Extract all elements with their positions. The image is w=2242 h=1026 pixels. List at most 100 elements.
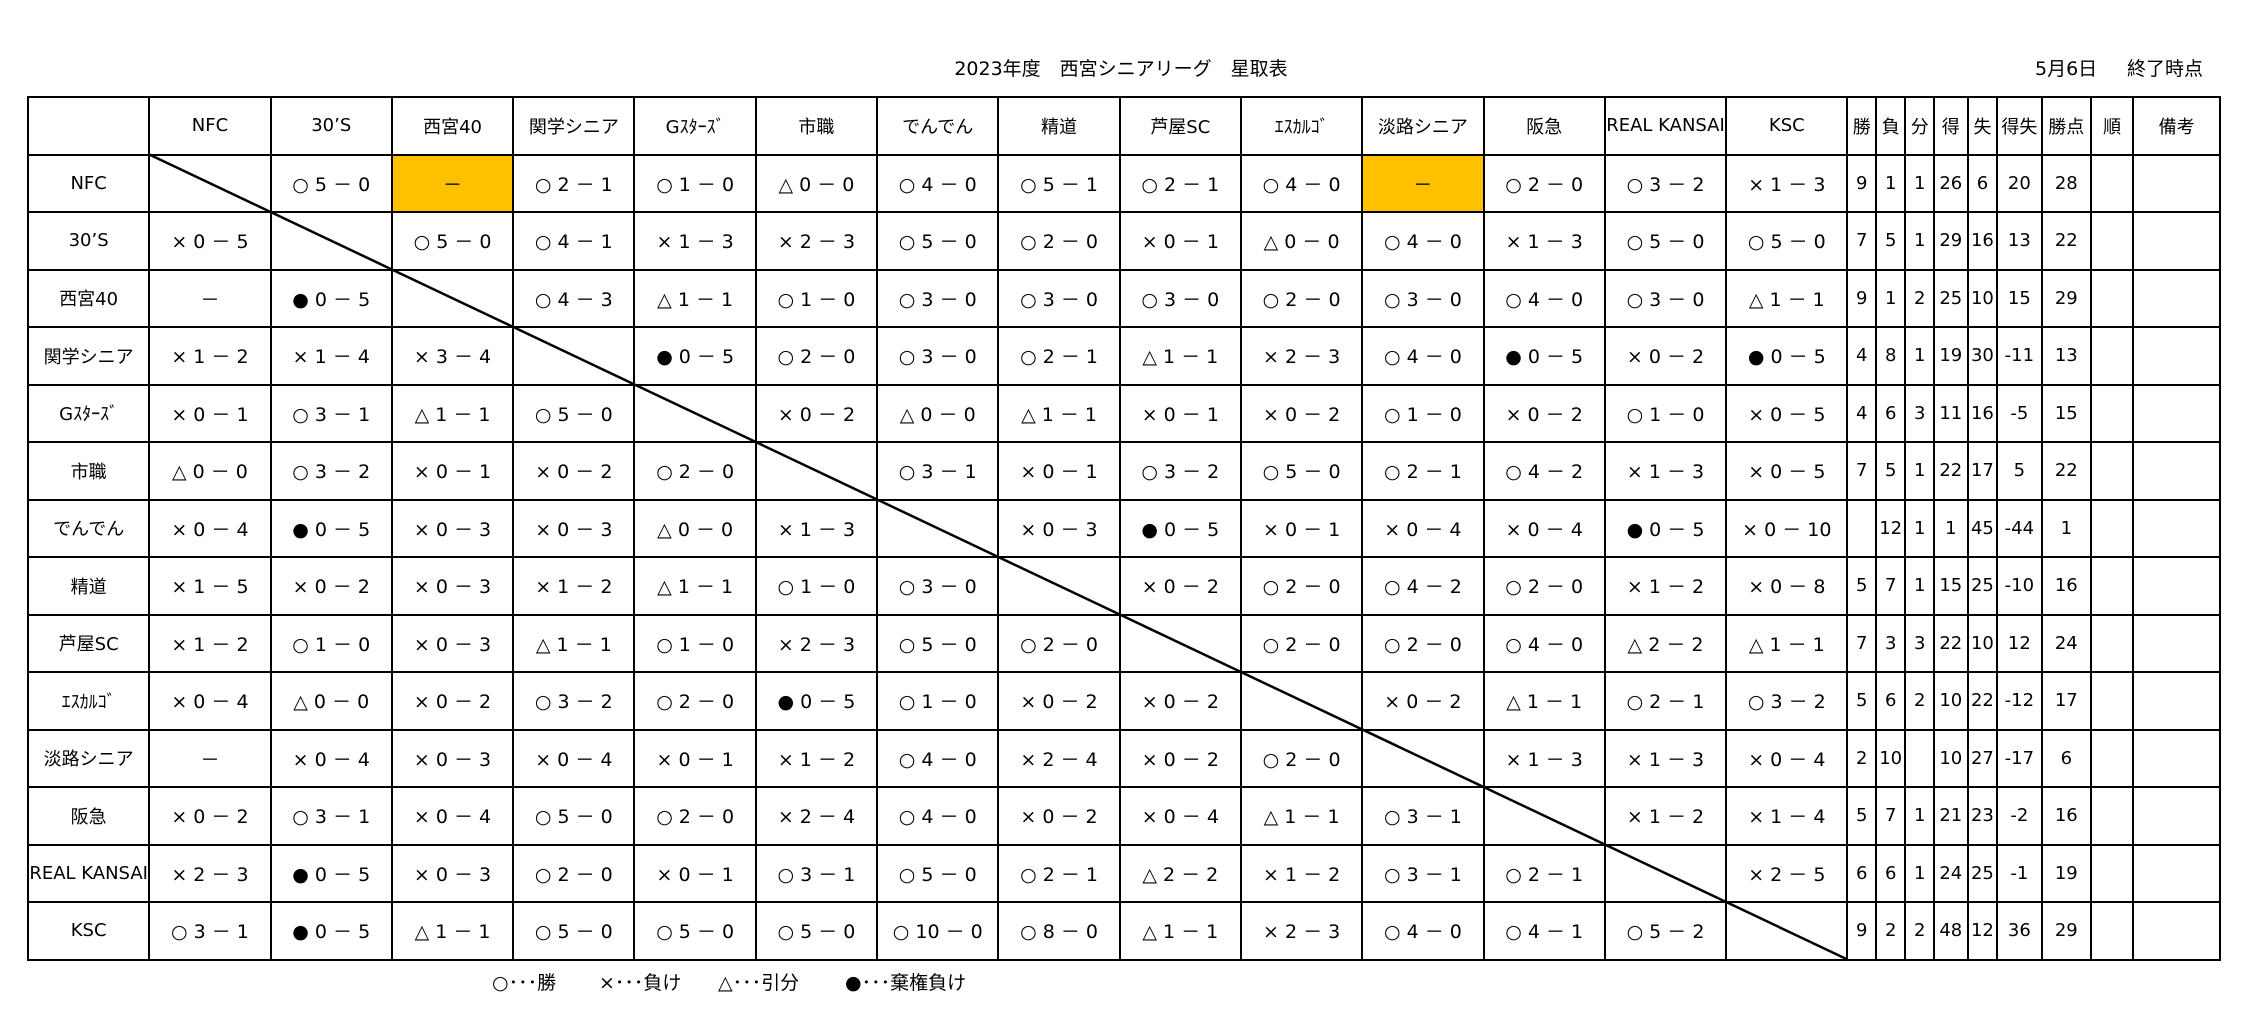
stat-cell: 5: [1874, 441, 1907, 501]
result-cell: △ 1 － 1: [390, 901, 515, 961]
result-cell: ○ 2 － 0: [633, 671, 757, 731]
result-cell: ○ 4 － 0: [1239, 153, 1364, 213]
stat-cell: [2132, 843, 2221, 903]
stat-cell: 2: [1904, 901, 1935, 961]
result-cell: △ 1 － 1: [1239, 786, 1364, 846]
result-cell: ○ 3 － 0: [1361, 268, 1485, 328]
stat-cell: [2132, 786, 2221, 846]
result-cell: × 2 － 4: [997, 728, 1121, 788]
result-cell: × 0 － 2: [997, 786, 1121, 846]
stat-header: 得: [1932, 96, 1969, 156]
stat-cell: 1: [1904, 153, 1935, 213]
result-cell: －: [148, 728, 272, 788]
team-header: KSC: [1725, 96, 1849, 156]
stat-cell: 5: [1996, 441, 2043, 501]
result-cell: × 0 － 1: [390, 441, 515, 501]
stat-cell: 6: [1846, 843, 1877, 903]
result-cell: ○ 3 － 2: [1603, 153, 1728, 213]
stat-cell: 3: [1904, 383, 1935, 443]
result-cell: ○ 3 － 0: [1118, 268, 1242, 328]
result-cell: ○ 5 － 0: [754, 901, 879, 961]
result-cell: ○ 3 － 0: [876, 268, 1000, 328]
team-header: NFC: [148, 96, 272, 156]
table-row: 芦屋SC × 1 － 2 ○ 1 － 0 × 0 － 3 △ 1 － 1 ○ 1 － 0 ×…: [26, 613, 2221, 673]
result-cell: ○ 5 － 0: [1725, 211, 1849, 271]
result-cell: －: [1361, 153, 1485, 213]
result-cell: × 0 － 2: [997, 671, 1121, 731]
result-cell: × 1 － 3: [1482, 728, 1606, 788]
result-cell: ○ 3 － 1: [269, 383, 393, 443]
stat-cell: [2132, 441, 2221, 501]
table-row: 精道 × 1 － 5 × 0 － 2 × 0 － 3 × 1 － 2 △ 1 － 1 ○ 1…: [26, 556, 2221, 616]
row-label: KSC: [26, 901, 151, 961]
stat-cell: -2: [1996, 786, 2043, 846]
result-cell: △ 1 － 1: [1118, 901, 1242, 961]
result-cell: × 0 － 1: [633, 728, 757, 788]
stat-cell: 1: [1904, 786, 1935, 846]
result-cell: × 0 － 4: [148, 498, 272, 558]
stat-cell: 16: [1966, 211, 1999, 271]
result-cell: ○ 3 － 2: [1118, 441, 1242, 501]
result-cell: × 0 － 2: [512, 441, 636, 501]
result-cell: ● 0 － 5: [1725, 326, 1849, 386]
result-cell: × 1 － 4: [1725, 786, 1849, 846]
stat-cell: 29: [2040, 268, 2093, 328]
stat-cell: -10: [1996, 556, 2043, 616]
team-header: でんでん: [876, 96, 1000, 156]
result-cell: ○ 2 － 1: [512, 153, 636, 213]
result-cell: ○ 4 － 2: [1482, 441, 1606, 501]
result-cell: × 0 － 4: [1482, 498, 1606, 558]
stat-cell: [2090, 383, 2135, 443]
result-cell: × 2 － 3: [1239, 901, 1364, 961]
stat-cell: [2132, 613, 2221, 673]
stat-cell: 10: [1966, 613, 1999, 673]
result-cell: × 0 － 2: [148, 786, 272, 846]
stat-cell: [2132, 153, 2221, 213]
stat-cell: 48: [1932, 901, 1969, 961]
status-label: 終了時点: [2127, 58, 2204, 80]
result-cell: ○ 2 － 0: [1239, 556, 1364, 616]
result-cell: ○ 2 － 1: [1603, 671, 1728, 731]
result-cell: × 1 － 3: [633, 211, 757, 271]
table-row: NFC ○ 5 － 0 － ○ 2 － 1 ○ 1 － 0 △ 0 － 0 ○ 4 － 0 ○…: [26, 153, 2221, 213]
result-cell: ○ 5 － 0: [876, 211, 1000, 271]
result-cell: ○ 10 － 0: [876, 901, 1000, 961]
result-cell: ○ 3 － 1: [1361, 843, 1485, 903]
result-cell: ○ 2 － 0: [1482, 153, 1606, 213]
result-cell: × 0 － 3: [997, 498, 1121, 558]
result-cell: × 0 － 5: [1725, 441, 1849, 501]
result-cell: ○ 4 － 0: [1361, 901, 1485, 961]
table-row: REAL KANSAI × 2 － 3 ● 0 － 5 × 0 － 3 ○ 2 － 0 ×…: [26, 843, 2221, 903]
stat-cell: 1: [1932, 498, 1969, 558]
result-cell: ○ 5 － 0: [390, 211, 515, 271]
result-cell: ○ 5 － 0: [512, 901, 636, 961]
result-cell: ○ 2 － 0: [997, 211, 1121, 271]
result-cell: －: [390, 153, 515, 213]
result-cell: × 1 － 2: [1603, 556, 1728, 616]
table-row: 30’S × 0 － 5 ○ 5 － 0 ○ 4 － 1 × 1 － 3 × 2 － 3 ○…: [26, 211, 2221, 271]
stat-header: 得失: [1996, 96, 2043, 156]
stat-cell: 1: [2040, 498, 2093, 558]
result-cell: [512, 326, 636, 386]
result-cell: ○ 5 － 0: [1239, 441, 1364, 501]
table-row: ｴｽｶﾙｺﾞ × 0 － 4 △ 0 － 0 × 0 － 2 ○ 3 － 2 ○ 2 － …: [26, 671, 2221, 731]
result-cell: ○ 3 － 2: [512, 671, 636, 731]
result-cell: ○ 5 － 1: [997, 153, 1121, 213]
result-cell: △ 2 － 2: [1118, 843, 1242, 903]
result-cell: [997, 556, 1121, 616]
result-cell: ○ 3 － 0: [1603, 268, 1728, 328]
result-cell: × 0 － 10: [1725, 498, 1849, 558]
stat-cell: 13: [1996, 211, 2043, 271]
result-cell: ● 0 － 5: [1482, 326, 1606, 386]
result-cell: ○ 5 － 0: [512, 383, 636, 443]
stat-cell: 21: [1932, 786, 1969, 846]
result-cell: × 2 － 3: [754, 613, 879, 673]
result-cell: ● 0 － 5: [269, 901, 393, 961]
team-header: 西宮40: [390, 96, 515, 156]
result-cell: × 1 － 2: [148, 326, 272, 386]
result-cell: ○ 4 － 0: [1482, 268, 1606, 328]
row-label: Gｽﾀｰｽﾞ: [26, 383, 151, 443]
stat-cell: 1: [1904, 498, 1935, 558]
result-cell: × 0 － 4: [512, 728, 636, 788]
result-cell: △ 1 － 1: [1725, 613, 1849, 673]
